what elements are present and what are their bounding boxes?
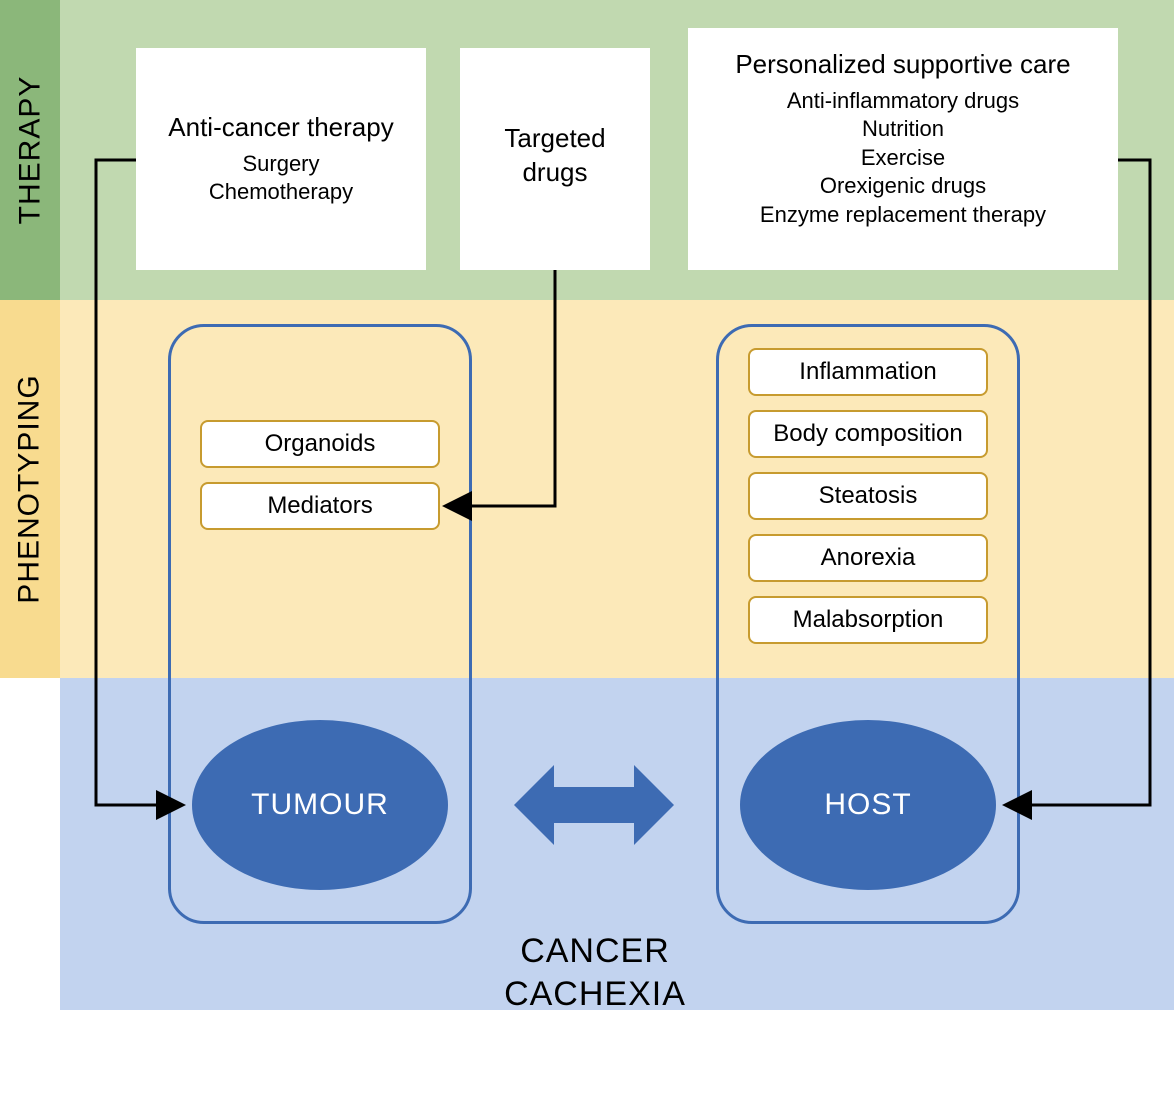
oval-tumour-label: TUMOUR — [251, 788, 389, 822]
footer-line-1: CANCER — [420, 930, 770, 973]
side-label-therapy-text: THERAPY — [13, 76, 47, 225]
chip-inflammation-label: Inflammation — [799, 358, 936, 386]
oval-tumour: TUMOUR — [192, 720, 448, 890]
therapy-box-targeted: Targeted drugs — [460, 48, 650, 270]
chip-malabsorption-label: Malabsorption — [793, 606, 944, 634]
anticancer-sub-1: Chemotherapy — [146, 178, 416, 207]
therapy-box-supportive: Personalized supportive care Anti-inflam… — [688, 28, 1118, 270]
chip-steatosis: Steatosis — [748, 472, 988, 520]
chip-malabsorption: Malabsorption — [748, 596, 988, 644]
diagram-canvas: THERAPY PHENOTYPING Anti-cancer therapy … — [0, 0, 1174, 1100]
side-label-phenotyping: PHENOTYPING — [0, 300, 60, 678]
anticancer-sub-0: Surgery — [146, 150, 416, 179]
side-label-phenotyping-text: PHENOTYPING — [13, 374, 47, 603]
oval-host: HOST — [740, 720, 996, 890]
footer-line-2: CACHEXIA — [420, 973, 770, 1016]
anticancer-title: Anti-cancer therapy — [146, 111, 416, 144]
supportive-sub-0: Anti-inflammatory drugs — [698, 87, 1108, 116]
supportive-sub-2: Exercise — [698, 144, 1108, 173]
chip-mediators: Mediators — [200, 482, 440, 530]
side-label-therapy: THERAPY — [0, 0, 60, 300]
chip-organoids: Organoids — [200, 420, 440, 468]
chip-inflammation: Inflammation — [748, 348, 988, 396]
targeted-title: Targeted drugs — [470, 122, 640, 190]
supportive-title: Personalized supportive care — [698, 48, 1108, 81]
supportive-sub-4: Enzyme replacement therapy — [698, 201, 1108, 230]
chip-anorexia-label: Anorexia — [821, 544, 916, 572]
supportive-sub-1: Nutrition — [698, 115, 1108, 144]
chip-steatosis-label: Steatosis — [819, 482, 918, 510]
chip-body-composition: Body composition — [748, 410, 988, 458]
chip-anorexia: Anorexia — [748, 534, 988, 582]
oval-host-label: HOST — [824, 788, 911, 822]
supportive-sub-3: Orexigenic drugs — [698, 172, 1108, 201]
therapy-box-anticancer: Anti-cancer therapy Surgery Chemotherapy — [136, 48, 426, 270]
chip-organoids-label: Organoids — [265, 430, 376, 458]
chip-mediators-label: Mediators — [267, 492, 372, 520]
footer-label: CANCER CACHEXIA — [420, 930, 770, 1015]
chip-body-composition-label: Body composition — [773, 420, 962, 448]
